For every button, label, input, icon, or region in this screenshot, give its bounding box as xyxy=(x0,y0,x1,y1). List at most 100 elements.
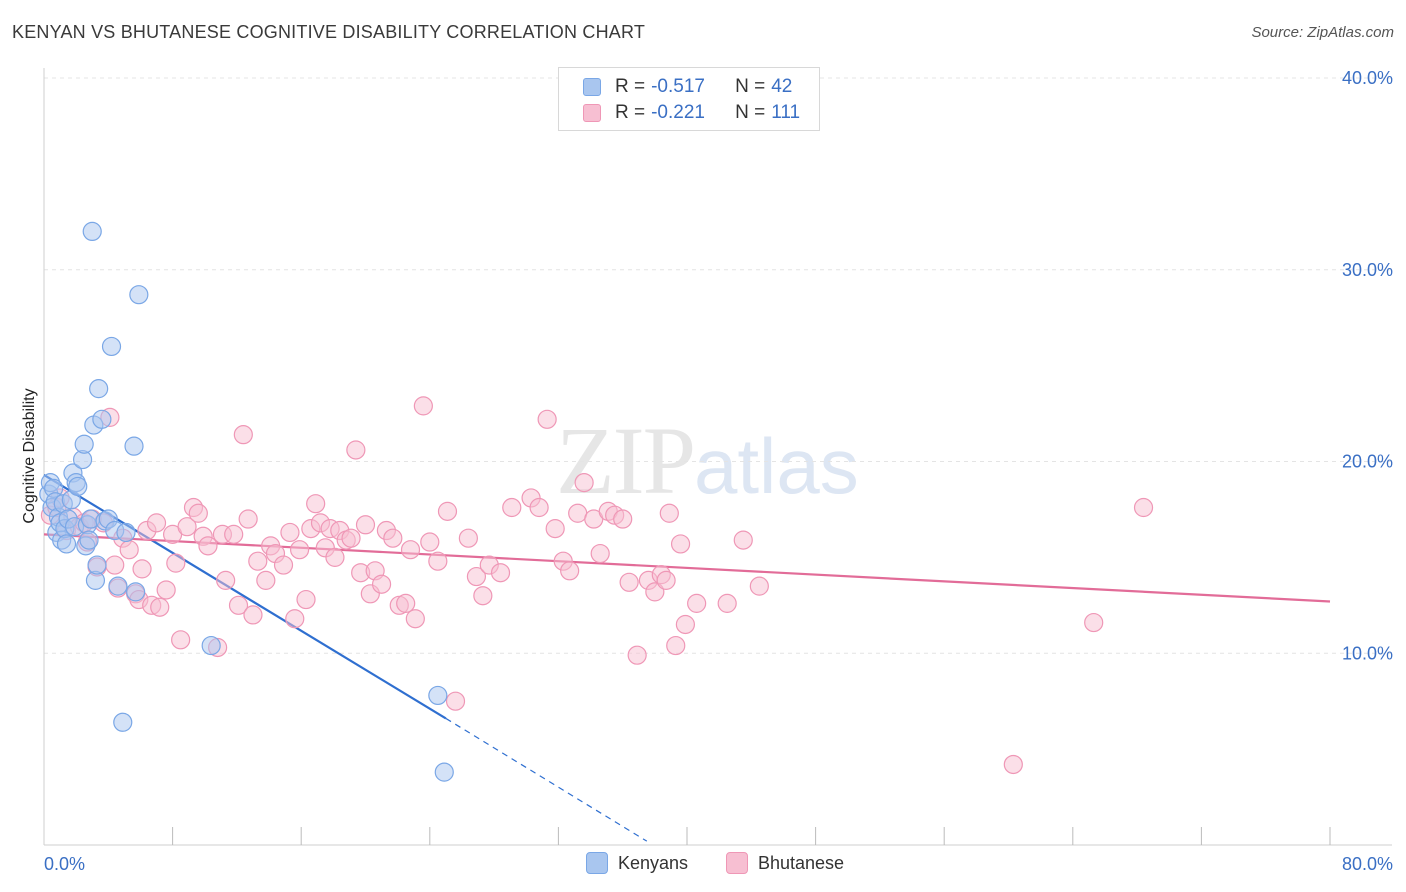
data-point-bhutanese xyxy=(458,528,478,548)
data-point-bhutanese xyxy=(568,503,588,523)
data-point-bhutanese xyxy=(228,595,249,615)
data-point-bhutanese xyxy=(1084,612,1104,633)
data-point-bhutanese xyxy=(656,570,676,590)
trend-extension-kenyans xyxy=(445,717,648,842)
data-point-kenyans xyxy=(89,379,109,399)
legend-r-label: R = xyxy=(615,102,646,123)
data-point-bhutanese xyxy=(306,494,326,514)
data-point-bhutanese xyxy=(198,536,218,556)
data-point-bhutanese xyxy=(545,519,565,539)
legend-n-value: 42 xyxy=(771,76,793,97)
data-point-kenyans xyxy=(201,635,221,656)
data-point-bhutanese xyxy=(666,635,686,656)
data-point-bhutanese xyxy=(574,472,594,493)
watermark-zip: ZIP xyxy=(556,407,696,514)
data-point-kenyans xyxy=(126,582,146,602)
axes xyxy=(43,68,1392,846)
data-point-bhutanese xyxy=(405,609,425,629)
data-point-bhutanese xyxy=(146,513,167,533)
series-legend-bhutanese: Bhutanese xyxy=(726,852,844,874)
data-point-bhutanese xyxy=(280,522,300,543)
data-point-bhutanese xyxy=(560,561,580,581)
data-point-bhutanese xyxy=(248,551,268,571)
data-point-bhutanese xyxy=(243,605,263,625)
chart-title: KENYAN VS BHUTANESE COGNITIVE DISABILITY… xyxy=(12,22,646,42)
y-tick-label: 20.0% xyxy=(1342,452,1393,472)
data-point-bhutanese xyxy=(355,515,376,535)
tick-labels: 10.0% 20.0% 30.0% 40.0% 0.0% 80.0% xyxy=(44,68,1393,874)
data-point-kenyans xyxy=(428,685,448,706)
series-label-kenyans: Kenyans xyxy=(618,852,689,873)
data-point-bhutanese xyxy=(296,589,316,610)
data-point-bhutanese xyxy=(717,593,737,613)
legend-n-label: N = xyxy=(735,76,766,97)
data-point-bhutanese xyxy=(346,440,366,460)
data-point-bhutanese xyxy=(420,532,440,552)
data-point-bhutanese xyxy=(396,593,416,613)
y-tick-label: 10.0% xyxy=(1342,643,1393,663)
legend-swatch-kenyans xyxy=(583,78,601,96)
data-point-bhutanese xyxy=(466,566,487,587)
trend-line-bhutanese xyxy=(43,533,1331,603)
y-tick-label: 40.0% xyxy=(1342,68,1393,88)
legend-n-value: 111 xyxy=(771,102,801,123)
data-point-bhutanese xyxy=(216,570,236,590)
data-point-bhutanese xyxy=(325,547,345,567)
legend-r-value: -0.221 xyxy=(651,102,705,123)
data-point-bhutanese xyxy=(224,524,244,544)
data-point-kenyans xyxy=(116,522,136,543)
data-point-bhutanese xyxy=(166,553,186,573)
data-point-bhutanese xyxy=(670,534,691,554)
watermark: ZIPatlas xyxy=(556,405,859,516)
legend-r-value: -0.517 xyxy=(651,76,705,97)
data-point-kenyans xyxy=(108,576,128,596)
data-point-kenyans xyxy=(74,434,94,454)
data-point-bhutanese xyxy=(177,517,197,537)
legend-r-label: R = xyxy=(615,76,646,97)
data-point-bhutanese xyxy=(749,576,769,596)
data-point-bhutanese xyxy=(132,559,152,579)
data-point-kenyans xyxy=(101,336,122,357)
data-point-bhutanese xyxy=(1003,754,1023,775)
legend-swatch-bhutanese xyxy=(583,104,601,122)
data-point-bhutanese xyxy=(687,593,707,613)
data-point-bhutanese xyxy=(256,570,276,590)
x-tick-label: 0.0% xyxy=(44,854,85,874)
data-point-bhutanese xyxy=(150,597,170,617)
data-point-bhutanese xyxy=(238,509,258,529)
data-point-kenyans xyxy=(68,476,88,497)
data-point-bhutanese xyxy=(428,551,448,571)
data-point-bhutanese xyxy=(613,509,633,529)
legend-n-label: N = xyxy=(735,102,766,123)
data-point-bhutanese xyxy=(733,530,753,550)
data-points xyxy=(39,221,1154,782)
legend-row-bhutanese: R = -0.221 N = 111 xyxy=(583,101,800,125)
data-point-bhutanese xyxy=(383,528,403,548)
data-point-bhutanese xyxy=(289,540,310,560)
grid-lines xyxy=(44,77,1392,654)
data-point-bhutanese xyxy=(233,425,253,445)
data-point-bhutanese xyxy=(619,572,639,592)
series-label-bhutanese: Bhutanese xyxy=(758,852,845,873)
data-point-bhutanese xyxy=(675,614,695,635)
data-point-bhutanese xyxy=(105,555,125,575)
x-tick-label: 80.0% xyxy=(1342,854,1393,874)
data-point-bhutanese xyxy=(659,503,679,523)
data-point-bhutanese xyxy=(490,563,511,583)
data-point-kenyans xyxy=(129,285,149,305)
data-point-kenyans xyxy=(82,221,102,241)
data-point-bhutanese xyxy=(1133,497,1154,518)
source-label: Source: ZipAtlas.com xyxy=(1251,24,1394,41)
data-point-bhutanese xyxy=(119,540,139,560)
series-legend-kenyans: Kenyans xyxy=(586,852,688,874)
data-point-bhutanese xyxy=(156,580,176,600)
data-point-bhutanese xyxy=(645,582,665,602)
data-point-kenyans xyxy=(92,409,112,429)
data-point-bhutanese xyxy=(445,691,466,711)
data-point-bhutanese xyxy=(371,574,392,594)
data-point-kenyans xyxy=(87,555,107,575)
series-swatch-kenyans xyxy=(586,852,608,874)
correlation-legend: R = -0.517 N = 42 R = -0.221 N = 111 xyxy=(558,67,820,131)
data-point-bhutanese xyxy=(400,540,421,560)
